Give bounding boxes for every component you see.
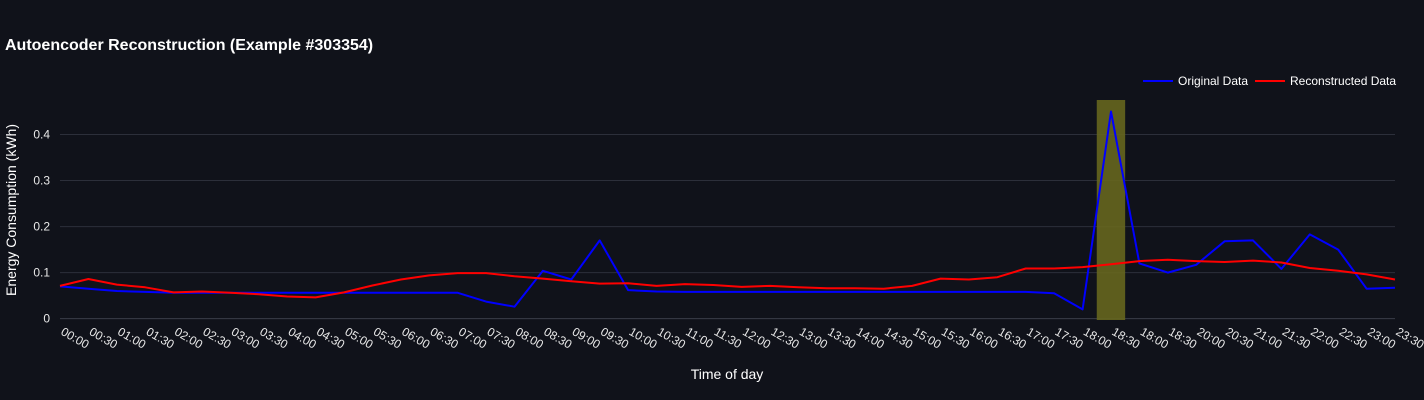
y-axis-ticks: 0 0.1 0.2 0.3 0.4 — [33, 128, 50, 326]
series-line-reconstructed — [59, 258, 1396, 299]
gridlines — [60, 134, 1395, 320]
series-line-original — [59, 110, 1396, 311]
chart-title: Autoencoder Reconstruction (Example #303… — [5, 37, 373, 54]
legend: Original Data Reconstructed Data — [1143, 74, 1396, 88]
y-tick-label: 0.4 — [33, 128, 50, 142]
legend-item-reconstructed[interactable]: Reconstructed Data — [1255, 74, 1396, 88]
x-axis-title: Time of day — [691, 366, 764, 382]
y-tick-label: 0 — [43, 312, 50, 326]
legend-label: Reconstructed Data — [1290, 74, 1396, 88]
y-tick-label: 0.3 — [33, 174, 50, 188]
y-axis-title: Energy Consumption (kWh) — [3, 124, 19, 296]
y-tick-label: 0.2 — [33, 220, 50, 234]
anomaly-highlight — [1096, 100, 1126, 320]
legend-label: Original Data — [1178, 74, 1248, 88]
anomaly-highlight-layer — [1096, 100, 1126, 320]
series-layer — [59, 110, 1396, 311]
y-tick-label: 0.1 — [33, 266, 50, 280]
legend-item-original[interactable]: Original Data — [1143, 74, 1248, 88]
